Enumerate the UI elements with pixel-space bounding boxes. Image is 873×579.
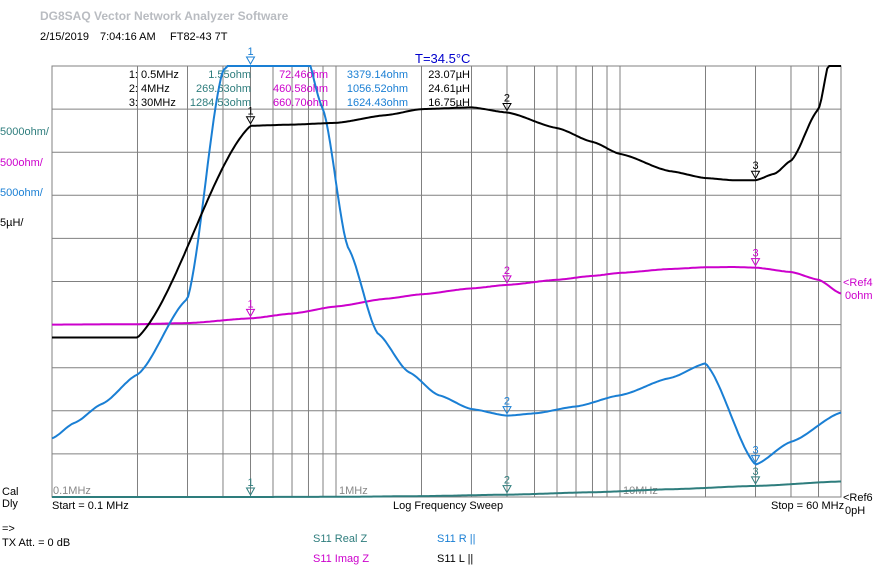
marker-number: 3 bbox=[752, 466, 758, 478]
trace-r_par bbox=[51, 65, 842, 466]
marker-triangle-real_z bbox=[502, 485, 512, 494]
temperature-label: T=34.5°C bbox=[415, 51, 471, 66]
marker-table-r_par: 1624.43ohm bbox=[347, 97, 408, 109]
marker-table-l_par: 24.61µH bbox=[428, 83, 470, 95]
marker-number: 1 bbox=[247, 298, 253, 310]
marker-triangle-imag_z bbox=[750, 258, 761, 267]
marker-table-id: 2: bbox=[129, 83, 138, 95]
marker-number: 1 bbox=[247, 106, 253, 118]
start-frequency[interactable]: Start = 0.1 MHz bbox=[52, 500, 129, 512]
trace-imag_z bbox=[52, 266, 842, 326]
marker-number: 3 bbox=[752, 248, 758, 260]
marker-triangle-r_par bbox=[502, 406, 512, 415]
marker-triangle-l_par bbox=[502, 102, 512, 112]
marker-number: 1 bbox=[247, 46, 253, 58]
marker-table-r_par: 3379.14ohm bbox=[347, 69, 408, 81]
marker-table-imag: 660.70ohm bbox=[273, 97, 328, 109]
marker-triangle-r_par bbox=[245, 56, 256, 66]
x-tick-label: 1MHz bbox=[339, 485, 368, 497]
marker-number: 3 bbox=[752, 445, 758, 457]
marker-table-l_par: 16.75µH bbox=[428, 97, 470, 109]
marker-number: 1 bbox=[247, 477, 253, 489]
date-label: 2/15/2019 bbox=[40, 31, 89, 43]
trace-real_z bbox=[52, 480, 841, 498]
ref-label-mid: <Ref4 bbox=[843, 277, 873, 289]
scale-label-2: 500ohm/ bbox=[0, 187, 44, 199]
time-label: 7:04:16 AM bbox=[100, 31, 156, 43]
marker-number: 2 bbox=[504, 396, 510, 408]
ref-value-mid: 0ohm bbox=[845, 290, 873, 302]
marker-table-r_par: 1056.52ohm bbox=[347, 83, 408, 95]
sweep-type[interactable]: Log Frequency Sweep bbox=[393, 500, 504, 512]
scale-label-1: 500ohm/ bbox=[0, 157, 44, 169]
app-title: DG8SAQ Vector Network Analyzer Software bbox=[40, 9, 289, 23]
scale-label-3: 5µH/ bbox=[0, 217, 24, 229]
legend-l-parallel[interactable]: S11 L || bbox=[437, 553, 474, 565]
marker-number: 2 bbox=[504, 475, 510, 487]
scale-label-0: 5000ohm/ bbox=[0, 126, 50, 138]
marker-table-freq: 4MHz bbox=[141, 83, 170, 95]
marker-number: 2 bbox=[504, 92, 510, 104]
ref-value-bottom: 0pH bbox=[845, 505, 865, 517]
marker-table-freq: 30MHz bbox=[141, 97, 176, 109]
tx-attenuation[interactable]: TX Att. = 0 dB bbox=[2, 537, 71, 549]
marker-triangle-imag_z bbox=[245, 308, 256, 318]
marker-table-real: 1.55ohm bbox=[208, 69, 251, 81]
marker-triangle-real_z bbox=[245, 487, 256, 496]
marker-table-freq: 0.5MHz bbox=[141, 69, 179, 81]
marker-table-id: 1: bbox=[129, 69, 138, 81]
marker-triangle-real_z bbox=[750, 476, 761, 485]
marker-triangle-imag_z bbox=[502, 275, 512, 284]
arrow-indicator: => bbox=[2, 523, 15, 535]
marker-table-real: 1284.53ohm bbox=[190, 97, 251, 109]
x-tick-label: 0.1MHz bbox=[53, 485, 91, 497]
cal-label[interactable]: Cal bbox=[2, 486, 19, 498]
marker-table-real: 269.63ohm bbox=[196, 83, 251, 95]
marker-triangle-l_par bbox=[750, 170, 761, 180]
dly-label[interactable]: Dly bbox=[2, 498, 18, 510]
marker-table-l_par: 23.07µH bbox=[428, 69, 470, 81]
device-label: FT82-43 7T bbox=[170, 31, 228, 43]
marker-table-imag: 460.58ohm bbox=[273, 83, 328, 95]
legend-imag-z[interactable]: S11 Imag Z bbox=[313, 553, 370, 565]
marker-triangle-l_par bbox=[245, 116, 256, 125]
marker-number: 3 bbox=[752, 160, 758, 172]
marker-table-id: 3: bbox=[129, 97, 138, 109]
legend-real-z[interactable]: S11 Real Z bbox=[313, 533, 368, 545]
ref-label-bottom: <Ref6 bbox=[843, 492, 873, 504]
trace-l_par bbox=[52, 65, 841, 339]
marker-number: 2 bbox=[504, 265, 510, 277]
stop-frequency[interactable]: Stop = 60 MHz bbox=[771, 500, 845, 512]
marker-triangle-r_par bbox=[750, 455, 761, 464]
legend-r-parallel[interactable]: S11 R || bbox=[437, 533, 476, 545]
marker-table-imag: 72.46ohm bbox=[279, 69, 328, 81]
